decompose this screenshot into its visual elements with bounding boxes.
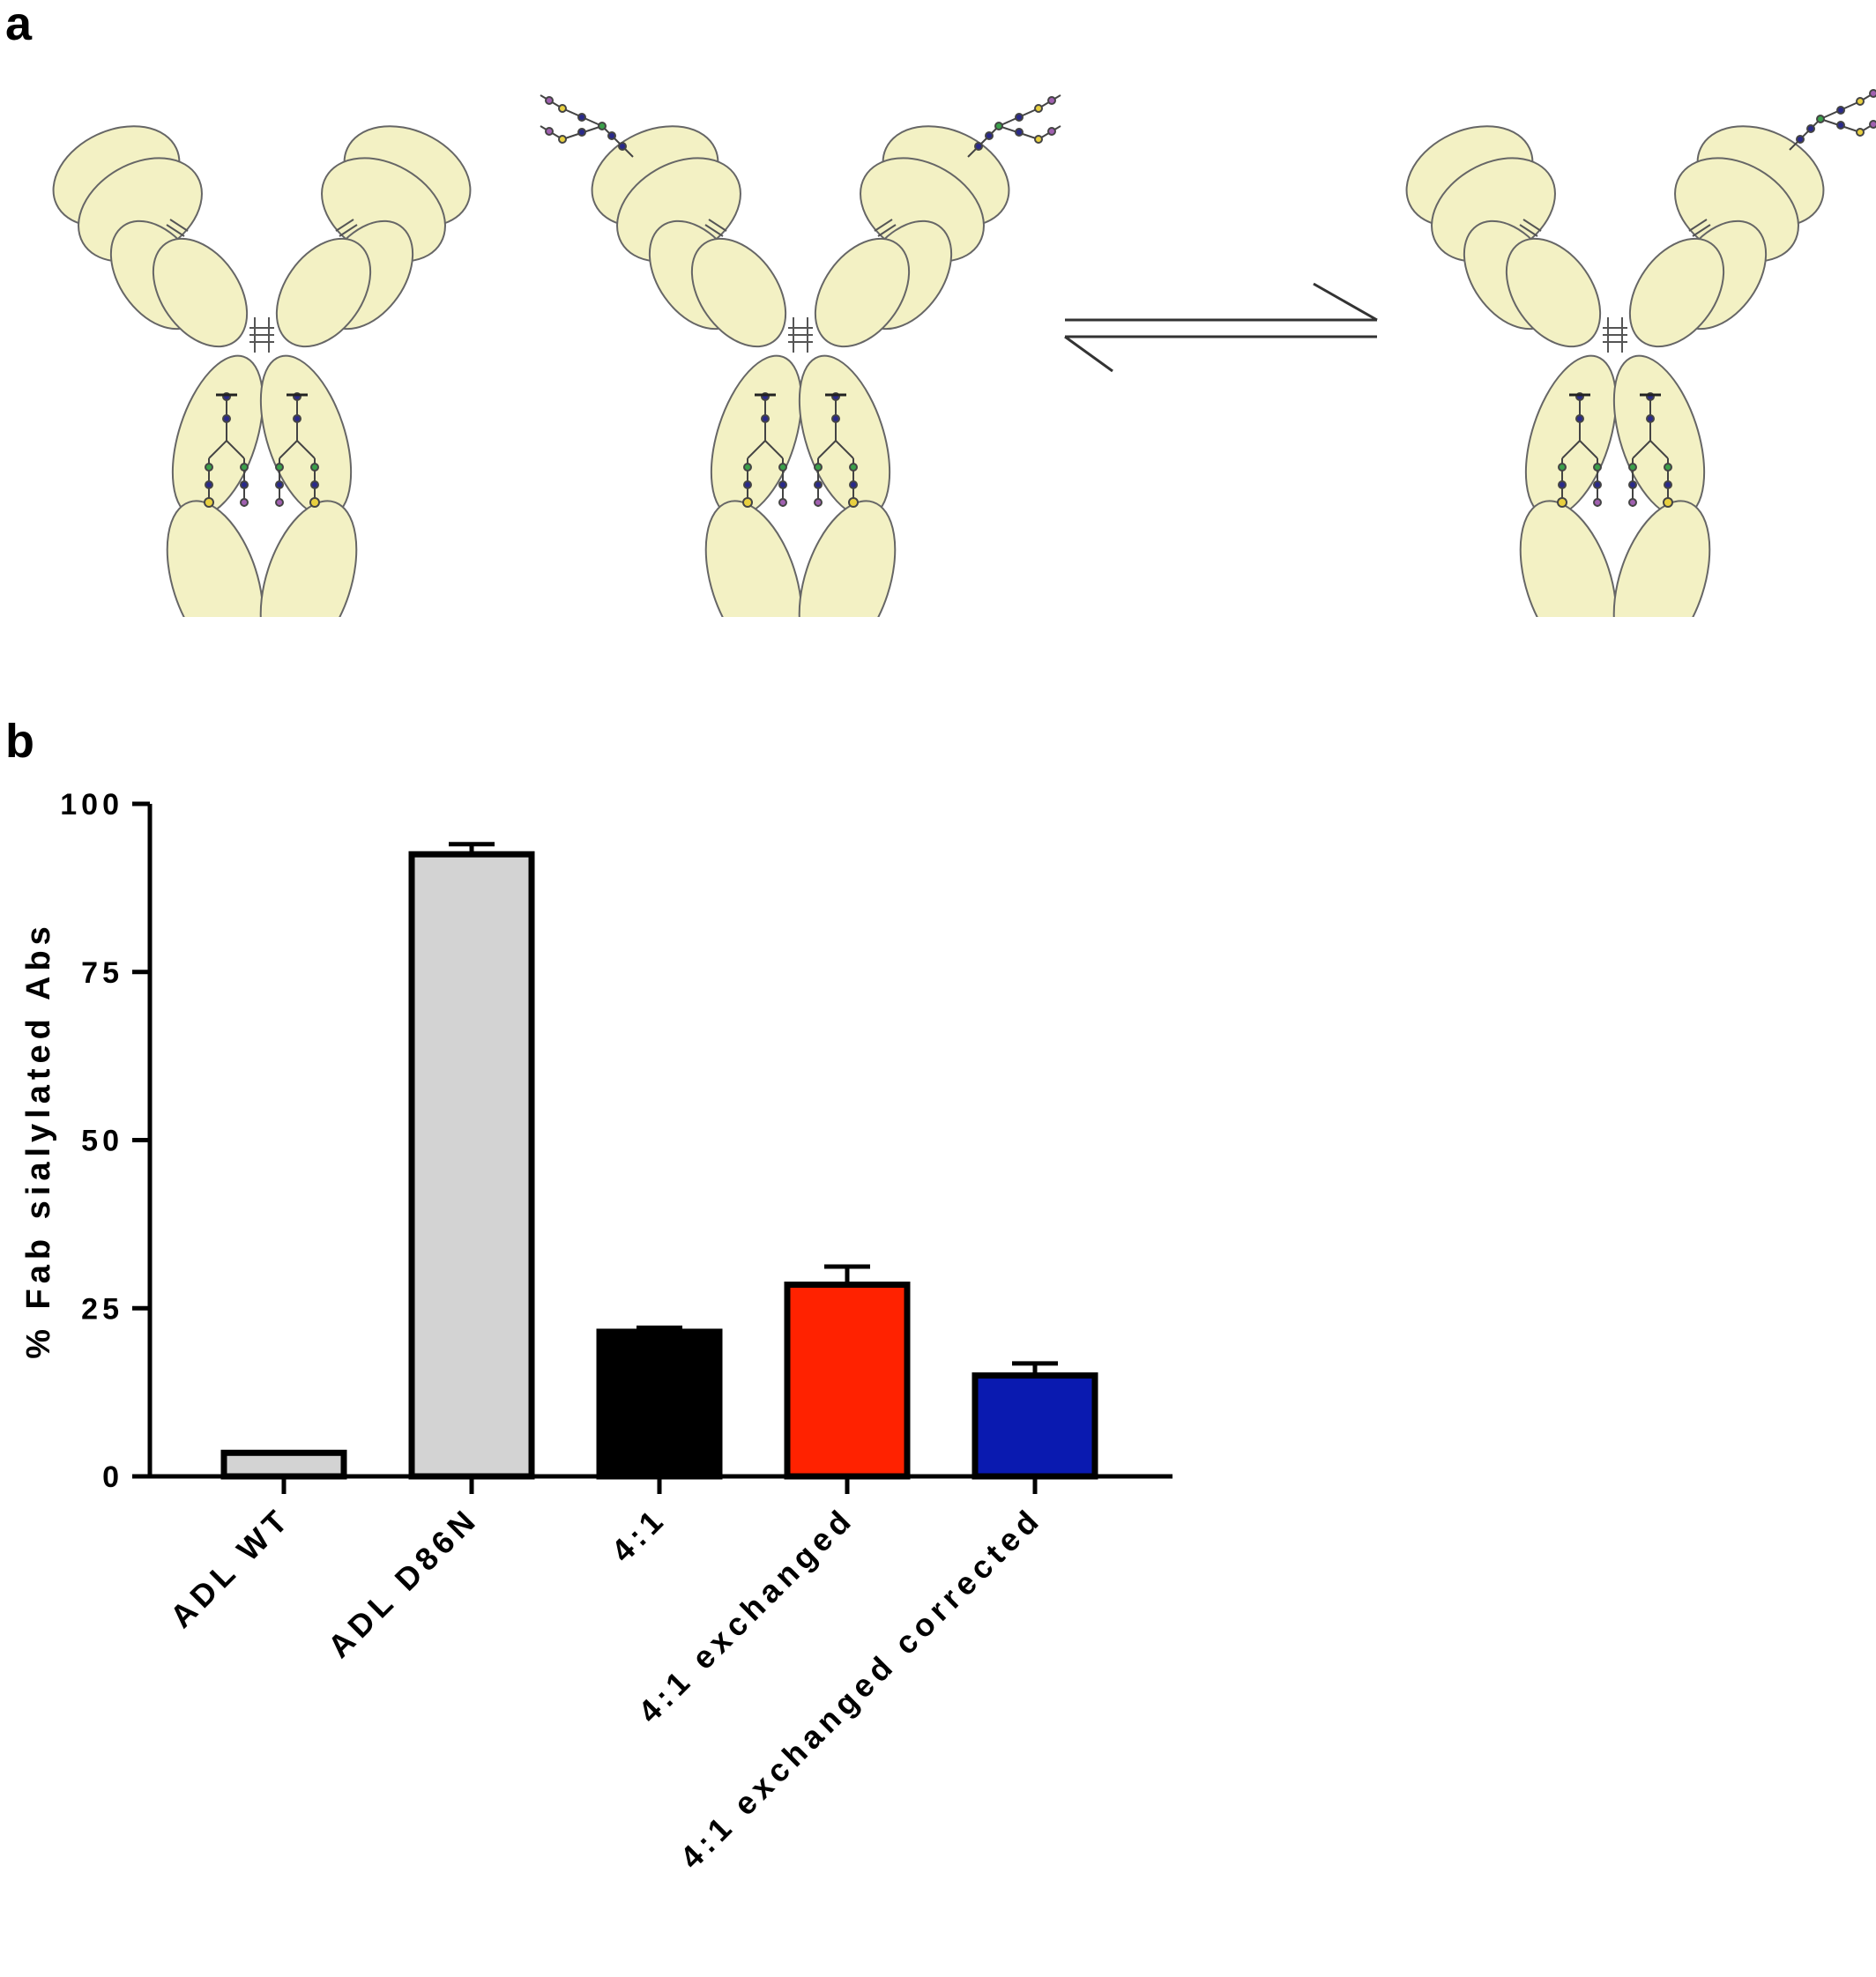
bar — [784, 1282, 911, 1480]
x-tick-label: 4:1 exchanged corrected — [673, 1500, 1049, 1877]
bar-chart: 0 25 50 75 100 % Fab sialylated Abs ADL WT ADL … — [20, 788, 1172, 1877]
antibody-two-fab-glycans — [540, 94, 1061, 617]
y-tick-label: 25 — [81, 1292, 123, 1326]
y-tick-label: 50 — [81, 1125, 123, 1158]
bar — [220, 1449, 347, 1480]
y-tick-label: 75 — [81, 956, 123, 990]
antibody-one-fab-glycan — [1389, 87, 1876, 617]
y-tick-label: 0 — [102, 1460, 123, 1494]
bar — [408, 851, 535, 1480]
x-tick-label: ADL D86N — [321, 1500, 486, 1665]
bar — [972, 1372, 1098, 1480]
x-tick-label: ADL WT — [163, 1500, 298, 1635]
antibody-schematic — [36, 87, 1876, 617]
equilibrium-arrow — [1064, 282, 1378, 373]
y-axis-label: % Fab sialylated Abs — [20, 921, 57, 1359]
panel-b-label: b — [5, 715, 34, 768]
panel-a-label: a — [5, 0, 33, 50]
bar — [596, 1328, 723, 1480]
antibody-no-fab-glycan — [36, 106, 488, 617]
y-tick-label: 100 — [60, 788, 123, 821]
x-tick-label: 4:1 — [604, 1500, 674, 1570]
